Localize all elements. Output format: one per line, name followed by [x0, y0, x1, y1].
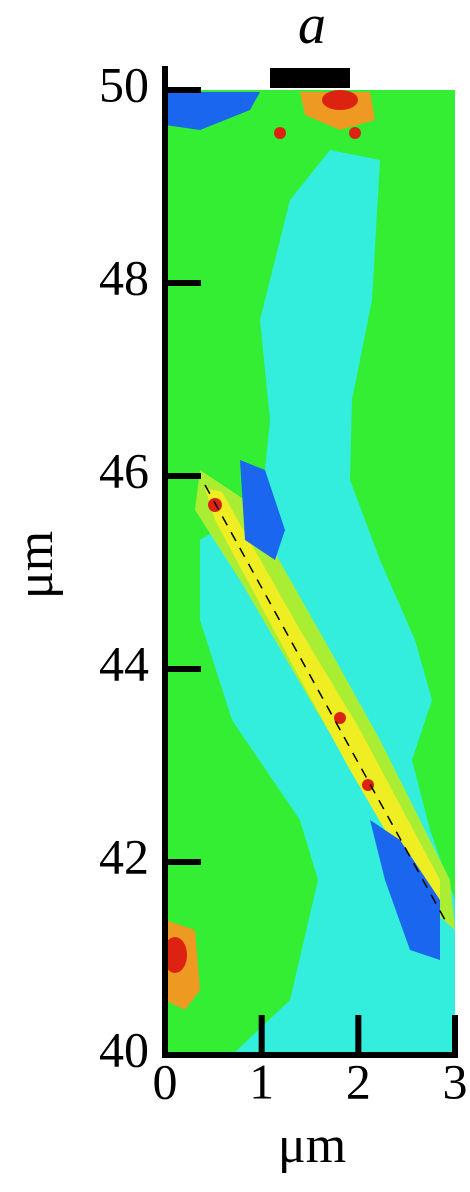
x-tick-label: 2	[346, 1053, 371, 1109]
x-axis-label: μm	[278, 1117, 346, 1174]
y-tick-label: 50	[99, 56, 149, 112]
contour-field	[163, 90, 455, 1055]
field-region	[349, 127, 361, 139]
field-region	[240, 460, 285, 560]
field-region	[334, 712, 346, 724]
field-region	[274, 127, 286, 139]
y-tick-label: 48	[99, 249, 149, 305]
chart-title: a	[298, 0, 326, 56]
x-tick-label: 3	[443, 1053, 468, 1109]
field-region	[370, 820, 440, 960]
y-tick-label: 44	[99, 635, 149, 691]
field-region	[163, 937, 187, 973]
field-region	[322, 90, 358, 110]
dislocation-line	[204, 484, 446, 921]
y-tick-label: 40	[99, 1021, 149, 1077]
scale-bar	[270, 68, 350, 88]
y-axis-label: μm	[7, 531, 64, 599]
field-region	[165, 92, 260, 130]
y-tick-label: 42	[99, 828, 149, 884]
field-region	[208, 498, 222, 512]
field-region	[362, 779, 374, 791]
y-tick-label: 46	[99, 442, 149, 498]
x-tick-label: 1	[249, 1053, 274, 1109]
x-tick-label: 0	[153, 1053, 178, 1109]
